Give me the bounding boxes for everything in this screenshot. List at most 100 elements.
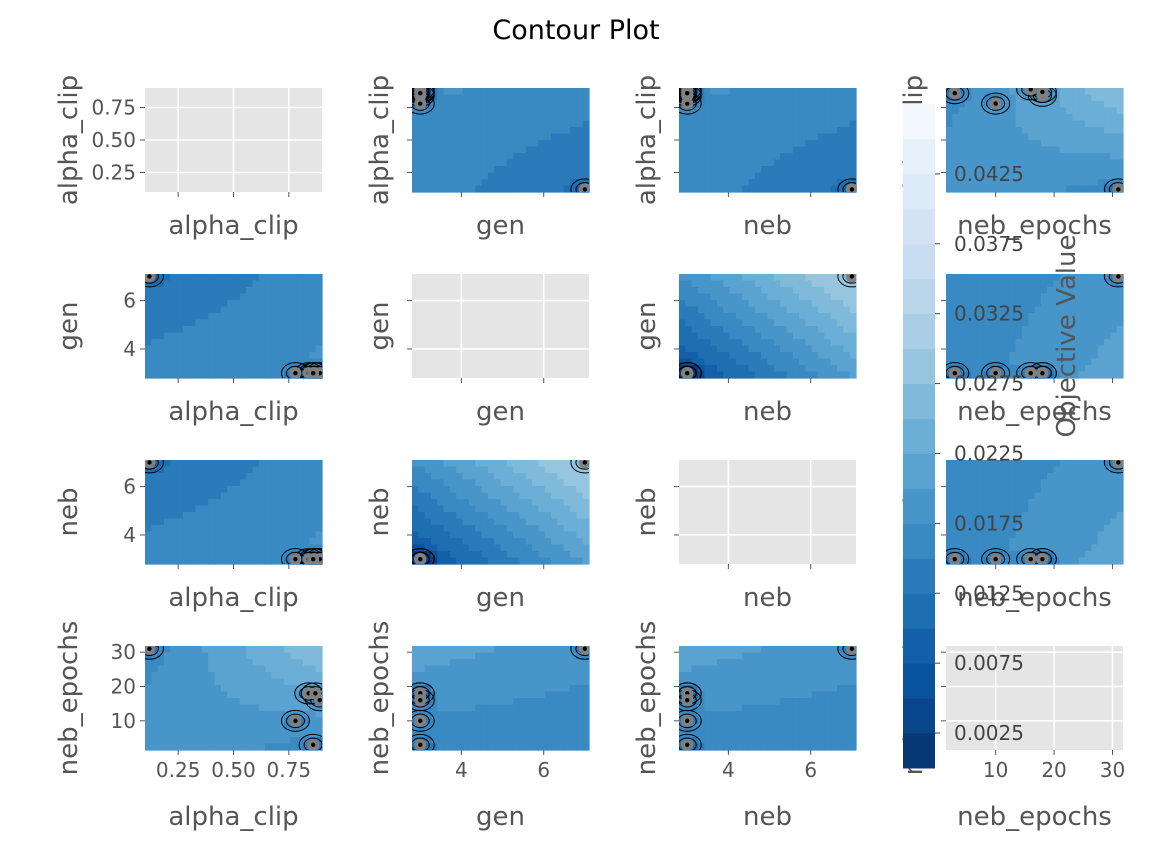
- contour-cell: [818, 332, 825, 340]
- contour-cell: [716, 293, 724, 301]
- contour-cell: [952, 101, 960, 109]
- contour-cell: [544, 531, 552, 539]
- contour-cell: [1097, 280, 1105, 288]
- contour-cell: [754, 114, 762, 122]
- contour-cell: [1091, 179, 1099, 187]
- contour-cell: [239, 724, 247, 732]
- contour-cell: [1072, 505, 1080, 513]
- contour-cell: [1040, 525, 1048, 533]
- contour-cell: [830, 326, 838, 334]
- contour-cell: [284, 371, 291, 379]
- contour-cell: [227, 678, 235, 686]
- contour-cell: [1059, 326, 1067, 334]
- contour-cell: [1015, 326, 1023, 334]
- contour-cell: [1015, 358, 1023, 366]
- contour-cell: [1085, 525, 1092, 533]
- contour-cell: [704, 358, 712, 366]
- contour-cell: [170, 544, 178, 552]
- contour-cell: [1047, 332, 1055, 340]
- contour-cell: [443, 133, 451, 141]
- contour-cell: [220, 306, 228, 314]
- contour-cell: [1097, 551, 1105, 559]
- contour-cell: [487, 557, 495, 565]
- contour-cell: [1002, 352, 1010, 360]
- contour-cell: [946, 300, 953, 308]
- contour-cell: [519, 88, 527, 96]
- contour-cell: [195, 505, 203, 513]
- contour-cell: [773, 274, 781, 282]
- contour-cell: [449, 557, 457, 565]
- contour-cell: [799, 274, 807, 282]
- contour-cell: [735, 146, 743, 154]
- contour-cell: [557, 525, 565, 533]
- contour-cell: [799, 300, 807, 308]
- contour-cell: [449, 512, 457, 520]
- contour-cell: [1097, 88, 1105, 96]
- contour-cell: [195, 512, 203, 520]
- contour-cell: [252, 466, 260, 474]
- contour-cell: [430, 114, 438, 122]
- contour-cell: [296, 730, 304, 738]
- contour-cell: [258, 743, 266, 751]
- contour-cell: [837, 345, 844, 353]
- contour-cell: [290, 473, 298, 481]
- contour-cell: [1078, 88, 1086, 96]
- contour-cell: [1021, 306, 1029, 314]
- contour-cell: [315, 659, 323, 667]
- contour-cell: [182, 486, 190, 494]
- contour-cell: [430, 166, 438, 174]
- contour-line: [1108, 460, 1123, 470]
- contour-cell: [145, 512, 152, 520]
- contour-cell: [977, 274, 985, 282]
- contour-cell: [557, 479, 565, 487]
- contour-cell: [189, 544, 197, 552]
- contour-cell: [412, 120, 419, 128]
- contour-cell: [170, 525, 178, 533]
- contour-cell: [201, 306, 209, 314]
- contour-cell: [576, 114, 584, 122]
- contour-cell: [1059, 505, 1067, 513]
- contour-cell: [780, 140, 788, 148]
- contour-cell: [971, 127, 979, 135]
- contour-cell: [239, 345, 247, 353]
- contour-cell: [462, 557, 470, 565]
- contour-cell: [742, 114, 750, 122]
- contour-cell: [296, 274, 304, 282]
- contour-cell: [805, 358, 813, 366]
- contour-cell: [220, 691, 228, 699]
- x-axis-label: alpha_clip: [168, 211, 298, 241]
- contour-cell: [958, 371, 966, 379]
- contour-cell: [1053, 88, 1061, 96]
- contour-cell: [214, 332, 222, 340]
- contour-cell: [265, 672, 273, 680]
- contour-cell: [195, 698, 203, 706]
- contour-cell: [201, 685, 209, 693]
- contour-cell: [246, 505, 254, 513]
- contour-cell: [506, 486, 514, 494]
- contour-cell: [761, 371, 769, 379]
- contour-cell: [246, 698, 254, 706]
- contour-cell: [837, 179, 844, 187]
- contour-cell: [1047, 127, 1055, 135]
- contour-cell: [983, 492, 991, 500]
- contour-cell: [1053, 127, 1061, 135]
- contour-cell: [1040, 460, 1048, 468]
- contour-cell: [239, 525, 247, 533]
- contour-cell: [697, 326, 705, 334]
- contour-cell: [685, 179, 693, 187]
- contour-cell: [1021, 358, 1029, 366]
- contour-cell: [315, 280, 323, 288]
- contour-cell: [1116, 492, 1124, 500]
- contour-cell: [1047, 525, 1055, 533]
- contour-cell: [1059, 172, 1067, 180]
- contour-cell: [1028, 531, 1036, 539]
- contour-cell: [252, 538, 260, 546]
- contour-cell: [761, 172, 769, 180]
- contour-cell: [163, 743, 171, 751]
- contour-cell: [1009, 358, 1017, 366]
- contour-cell: [315, 743, 323, 751]
- contour-cell: [742, 140, 750, 148]
- contour-cell: [500, 133, 508, 141]
- contour-cell: [265, 730, 273, 738]
- contour-cell: [271, 717, 279, 725]
